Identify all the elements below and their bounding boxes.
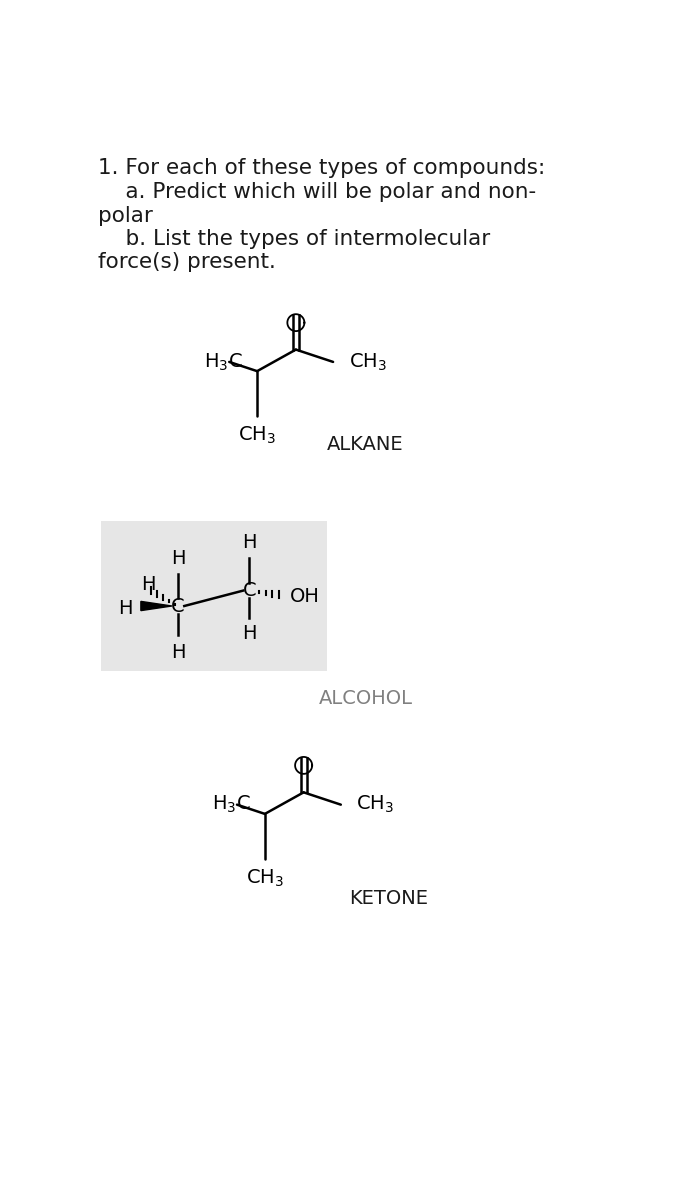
Text: C: C <box>243 581 256 600</box>
Text: ALKANE: ALKANE <box>327 434 404 454</box>
Text: H$_3$C: H$_3$C <box>212 794 251 815</box>
Text: CH$_3$: CH$_3$ <box>349 352 387 372</box>
Text: CH$_3$: CH$_3$ <box>356 794 394 815</box>
Text: polar: polar <box>98 205 153 226</box>
Text: CH$_3$: CH$_3$ <box>238 425 276 446</box>
Text: H: H <box>141 575 156 594</box>
Polygon shape <box>141 601 172 611</box>
Text: force(s) present.: force(s) present. <box>98 252 276 271</box>
Text: H: H <box>171 643 185 662</box>
Text: H$_3$C: H$_3$C <box>204 352 243 372</box>
Text: C: C <box>171 596 185 616</box>
Text: b. List the types of intermolecular: b. List the types of intermolecular <box>98 229 491 248</box>
Text: H: H <box>242 624 256 643</box>
Text: H: H <box>171 548 185 568</box>
Text: 1. For each of these types of compounds:: 1. For each of these types of compounds: <box>98 158 545 178</box>
Text: ALCOHOL: ALCOHOL <box>319 689 412 708</box>
Text: a. Predict which will be polar and non-: a. Predict which will be polar and non- <box>98 182 536 203</box>
Text: CH$_3$: CH$_3$ <box>246 868 284 889</box>
Bar <box>100 521 327 672</box>
Text: KETONE: KETONE <box>349 889 428 908</box>
Text: H: H <box>119 599 133 618</box>
Text: OH: OH <box>290 587 319 606</box>
Text: H: H <box>242 533 256 552</box>
